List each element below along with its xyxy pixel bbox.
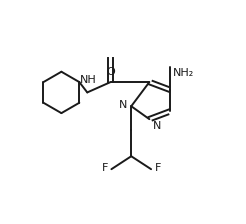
Text: F: F (102, 163, 108, 173)
Text: O: O (106, 67, 115, 77)
Text: NH₂: NH₂ (173, 68, 194, 78)
Text: N: N (119, 100, 127, 110)
Text: NH: NH (80, 75, 96, 85)
Text: F: F (154, 163, 161, 173)
Text: N: N (153, 121, 161, 131)
